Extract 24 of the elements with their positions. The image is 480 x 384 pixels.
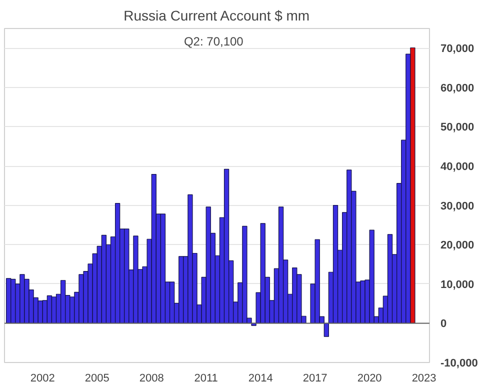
- x-tick-label: 2011: [194, 372, 218, 384]
- annotation: Q2: 70,100: [184, 34, 244, 48]
- x-tick-label: 2002: [30, 372, 55, 384]
- x-tick-label: 2020: [357, 372, 382, 384]
- y-tick-label: 60,000: [440, 82, 474, 94]
- x-tick-label: 2017: [302, 372, 328, 384]
- y-tick-label: 40,000: [440, 161, 474, 174]
- bar: [278, 206, 284, 324]
- x-tick-label: 2014: [248, 372, 273, 384]
- y-tick-label: 50,000: [440, 122, 474, 134]
- bar: [224, 168, 230, 324]
- x-tick-label: 2023: [412, 372, 436, 384]
- y-tick-label: 70,000: [440, 43, 474, 56]
- y-tick-label: 30,000: [440, 200, 474, 212]
- bar: [332, 205, 338, 324]
- chart-title: Russia Current Account $ mm: [124, 8, 310, 24]
- y-tick-label: -10,000: [440, 358, 478, 370]
- x-tick-label: 2005: [84, 372, 110, 384]
- y-tick-label: 10,000: [440, 278, 474, 291]
- y-tick-label: 20,000: [440, 240, 474, 252]
- bar: [160, 214, 166, 324]
- x-tick-label: 2008: [139, 372, 164, 384]
- bar: [169, 282, 175, 324]
- y-tick-label: 0: [440, 318, 447, 330]
